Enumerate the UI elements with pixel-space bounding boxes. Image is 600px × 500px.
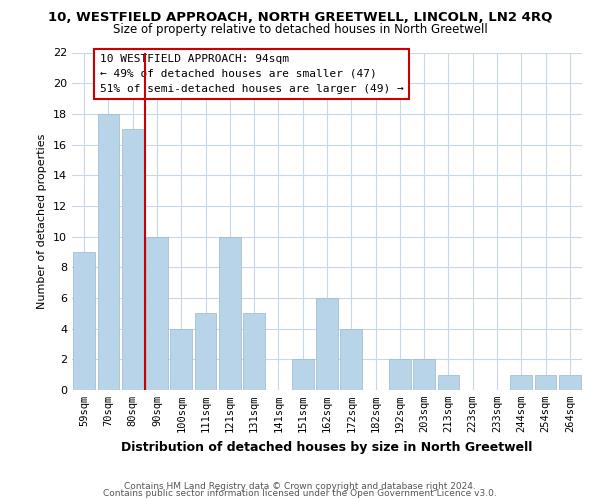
Bar — [97, 114, 119, 390]
Bar — [194, 314, 217, 390]
Bar — [511, 374, 532, 390]
Bar — [122, 129, 143, 390]
Bar — [146, 236, 168, 390]
Bar — [340, 328, 362, 390]
X-axis label: Distribution of detached houses by size in North Greetwell: Distribution of detached houses by size … — [121, 440, 533, 454]
Y-axis label: Number of detached properties: Number of detached properties — [37, 134, 47, 309]
Bar — [559, 374, 581, 390]
Bar — [389, 360, 411, 390]
Text: Contains public sector information licensed under the Open Government Licence v3: Contains public sector information licen… — [103, 489, 497, 498]
Text: 10, WESTFIELD APPROACH, NORTH GREETWELL, LINCOLN, LN2 4RQ: 10, WESTFIELD APPROACH, NORTH GREETWELL,… — [48, 11, 552, 24]
Bar — [535, 374, 556, 390]
Bar — [437, 374, 460, 390]
Text: 10 WESTFIELD APPROACH: 94sqm
← 49% of detached houses are smaller (47)
51% of se: 10 WESTFIELD APPROACH: 94sqm ← 49% of de… — [100, 54, 404, 94]
Bar — [316, 298, 338, 390]
Bar — [170, 328, 192, 390]
Bar — [243, 314, 265, 390]
Bar — [292, 360, 314, 390]
Text: Contains HM Land Registry data © Crown copyright and database right 2024.: Contains HM Land Registry data © Crown c… — [124, 482, 476, 491]
Bar — [219, 236, 241, 390]
Bar — [413, 360, 435, 390]
Bar — [73, 252, 95, 390]
Text: Size of property relative to detached houses in North Greetwell: Size of property relative to detached ho… — [113, 22, 487, 36]
